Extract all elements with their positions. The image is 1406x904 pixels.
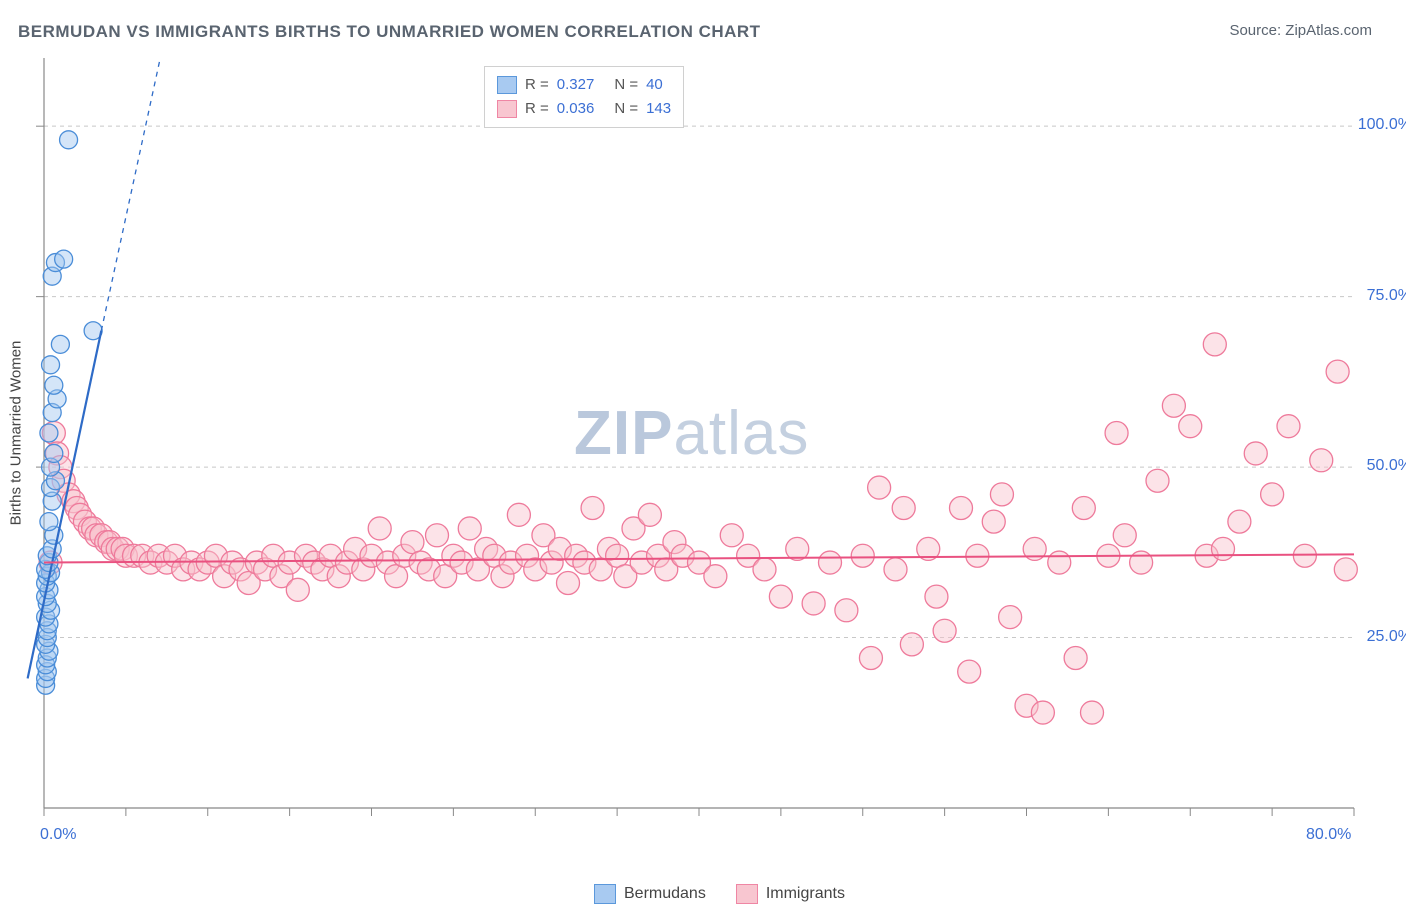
bottom-legend-swatch-bermudans [594,884,616,904]
y-tick-label: 75.0% [1367,287,1406,305]
legend-n-label: N = [614,73,638,97]
legend-r-value-1: 0.327 [557,73,595,97]
bottom-legend-item-2: Immigrants [736,884,845,904]
legend-n-label: N = [614,97,638,121]
legend-r-label: R = [525,73,549,97]
chart-title: BERMUDAN VS IMMIGRANTS BIRTHS TO UNMARRI… [18,22,761,42]
y-axis-label: Births to Unmarried Women [8,341,25,526]
stats-legend: R = 0.327 N = 40 R = 0.036 N = 143 [484,66,684,128]
x-tick-label: 0.0% [40,826,76,844]
bottom-legend-label-1: Bermudans [624,885,706,902]
y-tick-label: 100.0% [1358,116,1406,134]
legend-swatch-bermudans [497,76,517,94]
bottom-legend: Bermudans Immigrants [594,884,845,904]
y-tick-label: 25.0% [1367,628,1406,646]
legend-n-value-2: 143 [646,97,671,121]
legend-r-value-2: 0.036 [557,97,595,121]
source-attribution: Source: ZipAtlas.com [1229,22,1372,39]
bottom-legend-item-1: Bermudans [594,884,706,904]
y-tick-label: 50.0% [1367,457,1406,475]
x-tick-label: 80.0% [1306,826,1351,844]
bottom-legend-swatch-immigrants [736,884,758,904]
chart-container: Births to Unmarried Women ZIPatlas R = 0… [44,58,1354,808]
bottom-legend-label-2: Immigrants [766,885,845,902]
stats-legend-row-2: R = 0.036 N = 143 [497,97,671,121]
legend-n-value-1: 40 [646,73,663,97]
scatter-chart [44,58,1354,808]
stats-legend-row-1: R = 0.327 N = 40 [497,73,671,97]
legend-r-label: R = [525,97,549,121]
legend-swatch-immigrants [497,100,517,118]
